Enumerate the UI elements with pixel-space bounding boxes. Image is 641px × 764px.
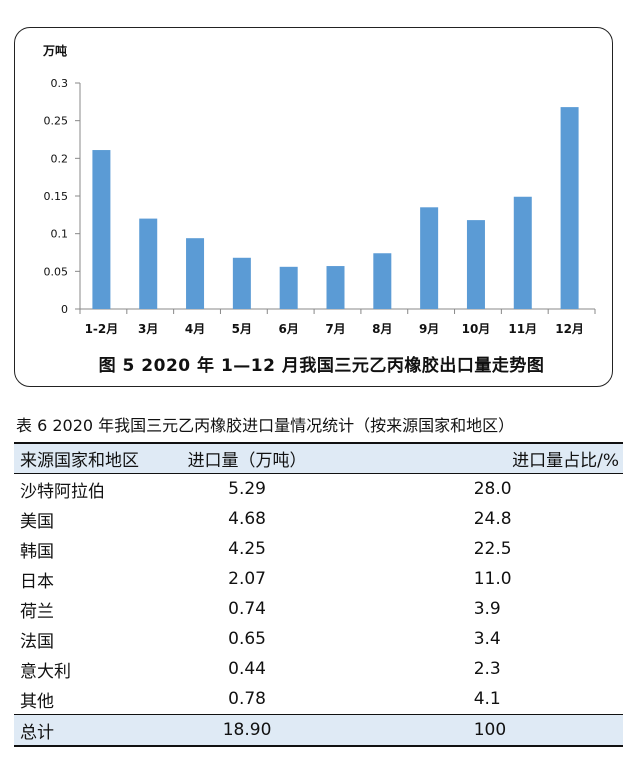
bar <box>186 238 205 309</box>
bar <box>513 196 532 309</box>
y-tick-label: 0 <box>61 303 68 316</box>
x-tick-label: 9月 <box>419 322 439 336</box>
cell-quantity: 18.90 <box>222 720 272 740</box>
table-row: 日本 2.07 11.0 <box>14 564 623 594</box>
cell-share: 100 <box>473 720 507 740</box>
x-tick-label: 10月 <box>462 322 491 336</box>
export-trend-bar-chart: 万吨 0 0.05 0.1 0.15 0.2 0.25 0.3 1-2月 3月 4月 5月 6月 7月 8月… <box>42 43 596 336</box>
cell-source: 法国 <box>20 631 54 652</box>
table-caption: 表 6 2020 年我国三元乙丙橡胶进口量情况统计（按来源国家和地区） <box>16 416 515 435</box>
y-tick-label: 0.25 <box>44 115 69 128</box>
y-axis-title: 万吨 <box>42 43 67 58</box>
cell-quantity: 0.78 <box>228 689 266 709</box>
bar <box>373 253 392 309</box>
cell-source: 美国 <box>20 511 54 532</box>
cell-source: 总计 <box>20 722 54 743</box>
bar <box>326 266 345 309</box>
cell-quantity: 0.65 <box>228 629 266 649</box>
y-tick-label: 0.15 <box>44 190 69 203</box>
table-header-row: 来源国家和地区 进口量（万吨） 进口量占比/% <box>14 443 623 474</box>
bar <box>232 257 251 309</box>
cell-share: 28.0 <box>473 479 512 499</box>
figure-frame: 万吨 0 0.05 0.1 0.15 0.2 0.25 0.3 1-2月 3月 4月 5月 6月 7月 8月… <box>14 27 613 387</box>
header-share: 进口量占比/% <box>512 451 619 471</box>
table-row: 荷兰 0.74 3.9 <box>14 594 623 624</box>
x-tick-label: 6月 <box>279 322 299 336</box>
x-tick-label: 7月 <box>325 322 345 336</box>
cell-share: 3.9 <box>473 599 501 619</box>
y-tick-label: 0.05 <box>44 265 69 278</box>
x-tick-label: 8月 <box>372 322 392 336</box>
header-quantity: 进口量（万吨） <box>187 451 307 471</box>
import-source-table: 来源国家和地区 进口量（万吨） 进口量占比/% 沙特阿拉伯 5.29 28.0 美国 4… <box>14 442 623 747</box>
cell-quantity: 4.25 <box>228 539 266 559</box>
cell-quantity: 2.07 <box>228 569 266 589</box>
cell-quantity: 0.44 <box>228 659 266 679</box>
cell-source: 意大利 <box>20 661 71 682</box>
cell-share: 22.5 <box>473 539 512 559</box>
table-row: 其他 0.78 4.1 <box>14 684 623 715</box>
cell-quantity: 4.68 <box>228 509 266 529</box>
cell-source: 日本 <box>20 571 54 592</box>
cell-share: 2.3 <box>473 659 501 679</box>
bar <box>560 107 579 310</box>
cell-source: 其他 <box>20 691 54 712</box>
cell-share: 11.0 <box>473 569 512 589</box>
bar <box>466 220 485 309</box>
cell-share: 4.1 <box>473 689 501 709</box>
table-row: 意大利 0.44 2.3 <box>14 654 623 684</box>
x-tick-label: 12月 <box>555 322 584 336</box>
cell-share: 24.8 <box>473 509 512 529</box>
table-body: 沙特阿拉伯 5.29 28.0 美国 4.68 24.8 韩国 4.25 22.5 日本 2.07 1… <box>14 474 623 746</box>
table-total-row: 总计 18.90 100 <box>14 714 623 746</box>
cell-quantity: 5.29 <box>228 479 266 499</box>
table-row: 法国 0.65 3.4 <box>14 624 623 654</box>
cell-source: 沙特阿拉伯 <box>20 481 105 502</box>
x-tick-label: 3月 <box>138 322 158 336</box>
y-tick-label: 0.1 <box>51 228 69 241</box>
x-tick-label: 5月 <box>232 322 252 336</box>
y-tick-label: 0.2 <box>51 152 69 165</box>
cell-quantity: 0.74 <box>228 599 266 619</box>
bar <box>279 266 298 309</box>
cell-share: 3.4 <box>473 629 501 649</box>
cell-source: 韩国 <box>20 541 54 562</box>
bar <box>420 207 439 309</box>
table-row: 沙特阿拉伯 5.29 28.0 <box>14 474 623 505</box>
cell-source: 荷兰 <box>20 601 54 622</box>
x-tick-label: 4月 <box>185 322 205 336</box>
y-tick-label: 0.3 <box>51 77 69 90</box>
x-tick-label: 1-2月 <box>85 322 119 336</box>
x-tick-label: 11月 <box>508 322 537 336</box>
bar <box>139 218 158 309</box>
figure-caption: 图 5 2020 年 1—12 月我国三元乙丙橡胶出口量走势图 <box>98 356 545 376</box>
bar <box>92 150 111 309</box>
header-source: 来源国家和地区 <box>20 451 139 471</box>
table-row: 美国 4.68 24.8 <box>14 504 623 534</box>
table-row: 韩国 4.25 22.5 <box>14 534 623 564</box>
